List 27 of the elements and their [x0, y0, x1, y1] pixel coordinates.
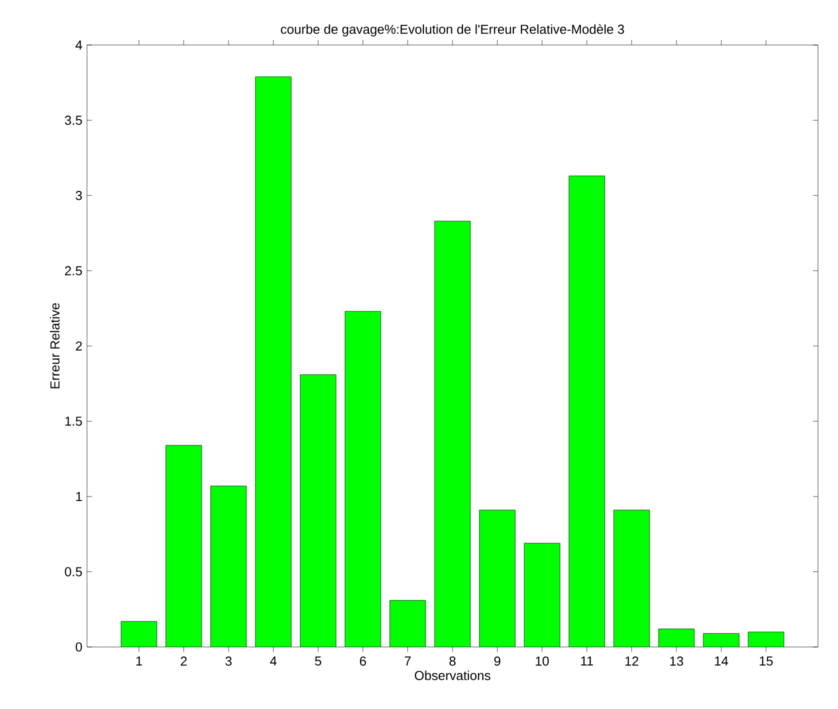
- x-tick-label: 11: [581, 656, 593, 666]
- x-tick-label: 6: [360, 656, 366, 666]
- x-tick-label: 14: [715, 656, 728, 666]
- x-tick-label: 2: [180, 656, 187, 666]
- y-tick-label: 1.5: [65, 416, 82, 426]
- x-tick-label: 7: [404, 656, 411, 666]
- y-tick-label: 3: [76, 190, 82, 200]
- x-tick-label: 9: [494, 656, 500, 666]
- y-tick-label: 1: [76, 492, 82, 501]
- x-tick-label: 8: [449, 656, 456, 666]
- y-tick-label: 3.5: [64, 116, 82, 125]
- y-axis-title: Erreur Relative: [50, 303, 60, 388]
- y-tick-label: 2: [76, 341, 82, 351]
- x-tick-label: 15: [760, 656, 773, 666]
- y-tick-label: 4: [76, 40, 82, 50]
- x-axis-title: Observations: [414, 670, 490, 680]
- x-tick-label: 13: [670, 656, 684, 666]
- y-tick-label: 0: [76, 642, 82, 652]
- x-tick-label: 10: [536, 656, 549, 666]
- y-tick-label: 2.5: [65, 266, 82, 276]
- x-tick-label: 12: [625, 656, 638, 666]
- x-tick-label: 1: [136, 656, 142, 666]
- chart-title: courbe de gavage%:Evolution de l'Erreur Relative-Modèle 3: [280, 24, 624, 36]
- y-tick-label: 0.5: [64, 567, 82, 576]
- x-tick-label: 3: [225, 656, 232, 666]
- x-tick-label: 4: [270, 656, 277, 666]
- x-tick-label: 5: [315, 656, 322, 666]
